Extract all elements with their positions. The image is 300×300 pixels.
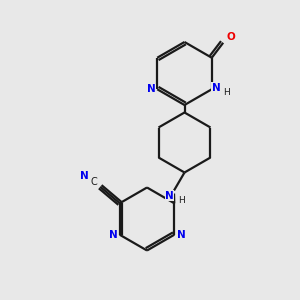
Text: O: O bbox=[226, 32, 235, 42]
Text: C: C bbox=[91, 177, 98, 187]
Text: H: H bbox=[178, 196, 185, 205]
Text: N: N bbox=[165, 191, 174, 201]
Text: N: N bbox=[176, 230, 185, 240]
Text: N: N bbox=[109, 230, 118, 240]
Text: N: N bbox=[212, 83, 221, 93]
Text: N: N bbox=[80, 171, 89, 181]
Text: N: N bbox=[147, 84, 156, 94]
Text: H: H bbox=[224, 88, 230, 97]
